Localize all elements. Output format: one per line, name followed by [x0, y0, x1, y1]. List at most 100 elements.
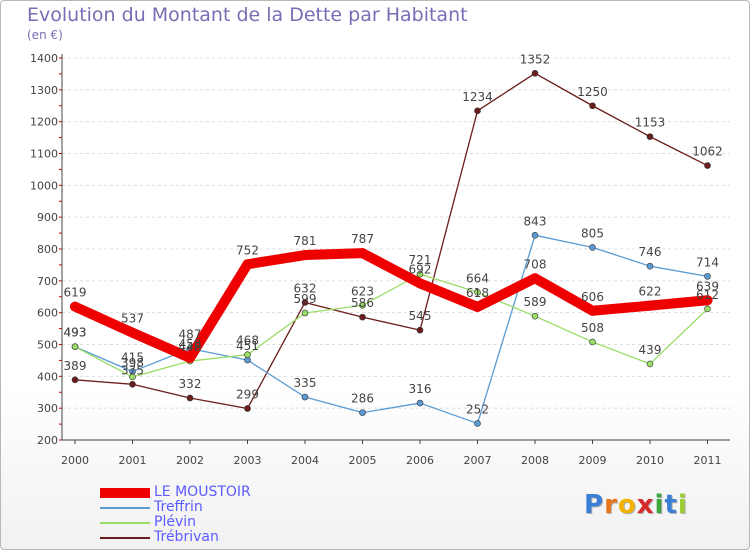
y-tick-label: 800	[37, 243, 58, 256]
data-point	[300, 250, 310, 261]
logo-letter: o	[617, 490, 637, 520]
logo-letter: i	[654, 490, 665, 520]
data-point	[646, 133, 654, 140]
data-point	[530, 273, 540, 284]
data-point	[589, 244, 596, 251]
y-tick-label: 900	[37, 211, 58, 224]
data-label: 843	[524, 214, 547, 228]
logo-letter: i	[677, 490, 688, 520]
y-tick-label: 1100	[30, 148, 58, 161]
data-point	[531, 312, 539, 320]
data-point	[474, 107, 481, 115]
logo-letter: r	[604, 490, 618, 520]
data-point	[415, 278, 425, 289]
data-label: 1234	[462, 90, 493, 104]
data-point	[129, 373, 136, 381]
data-label: 493	[64, 326, 87, 340]
data-label: 439	[639, 343, 662, 357]
data-label: 623	[351, 284, 374, 298]
data-point	[646, 262, 654, 270]
data-label: 599	[294, 292, 317, 306]
chart-subtitle: (en €)	[27, 28, 63, 42]
data-label: 448	[179, 340, 202, 354]
data-label: 619	[64, 286, 87, 300]
logo-letter: t	[664, 490, 678, 520]
data-label: 451	[236, 339, 259, 353]
x-tick-label: 2006	[406, 454, 434, 467]
data-point	[127, 327, 138, 338]
data-label: 639	[696, 279, 719, 293]
data-point	[646, 360, 654, 368]
data-point	[587, 305, 598, 316]
legend-swatch	[100, 522, 150, 524]
data-label: 458	[179, 337, 202, 351]
data-label: 1153	[635, 116, 666, 130]
data-label: 487	[179, 328, 202, 342]
y-tick-label: 1000	[30, 179, 58, 192]
data-point	[702, 295, 713, 306]
data-label: 1352	[520, 52, 551, 66]
logo-letter: P	[584, 490, 605, 520]
data-point	[301, 299, 309, 306]
data-label: 537	[121, 312, 144, 326]
data-label: 721	[409, 253, 432, 267]
proxiti-logo: Proxiti	[584, 490, 688, 520]
y-tick-label: 1300	[30, 84, 58, 97]
data-point	[704, 162, 711, 169]
data-label: 708	[524, 257, 547, 271]
data-point	[589, 338, 596, 346]
data-point	[242, 259, 253, 270]
data-label: 692	[409, 262, 432, 276]
data-point	[185, 352, 195, 363]
data-label: 664	[466, 271, 489, 285]
data-point	[71, 343, 79, 351]
y-tick-label: 1200	[30, 116, 58, 129]
x-tick-label: 2007	[464, 454, 492, 467]
data-label: 746	[639, 245, 662, 259]
data-label: 286	[351, 392, 374, 406]
series-line	[70, 248, 713, 363]
data-label: 714	[696, 255, 719, 269]
data-point	[71, 376, 79, 384]
series-line	[74, 72, 709, 410]
x-tick-label: 2003	[234, 454, 262, 467]
data-point	[472, 301, 483, 312]
data-point	[531, 69, 539, 77]
y-tick-label: 400	[37, 370, 58, 383]
data-point	[474, 288, 481, 296]
data-point	[244, 356, 251, 364]
x-tick-label: 2010	[636, 454, 664, 467]
y-tick-label: 1400	[30, 52, 58, 65]
legend-swatch	[100, 537, 150, 539]
data-point	[474, 420, 481, 427]
data-point	[244, 405, 251, 412]
data-label: 316	[409, 382, 432, 396]
data-point	[129, 380, 136, 388]
data-label: 1250	[577, 85, 608, 99]
x-tick-label: 2005	[349, 454, 377, 467]
data-label: 586	[351, 296, 374, 310]
chart-title: Evolution du Montant de la Dette par Hab…	[27, 4, 468, 26]
data-point	[244, 351, 251, 358]
data-point	[416, 399, 424, 407]
data-point	[301, 309, 309, 317]
data-label: 545	[409, 309, 432, 323]
legend-swatch	[100, 507, 150, 509]
data-point	[359, 313, 366, 321]
data-point	[70, 301, 80, 312]
series-line	[74, 273, 709, 378]
data-label: 752	[236, 243, 259, 257]
x-tick-label: 2011	[694, 454, 722, 467]
x-tick-label: 2000	[61, 454, 89, 467]
legend-swatch	[100, 488, 150, 498]
legend-label: Trébrivan	[154, 529, 219, 545]
legend-label: LE MOUSTOIR	[154, 484, 251, 500]
data-label: 398	[121, 356, 144, 370]
data-label: 375	[121, 363, 144, 377]
data-point	[589, 102, 596, 110]
data-point	[186, 394, 194, 402]
data-label: 468	[236, 334, 259, 348]
y-tick-label: 500	[37, 339, 58, 352]
